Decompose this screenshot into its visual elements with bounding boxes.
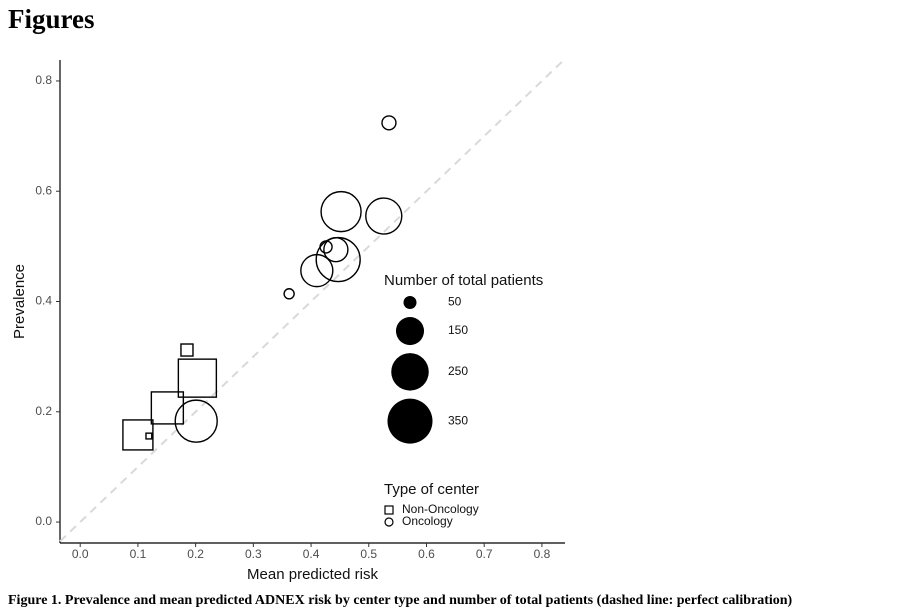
point: [300, 253, 334, 288]
size-legend-label: 150: [448, 323, 468, 337]
size-legend-title: Number of total patients: [384, 272, 543, 289]
reference-line: [59, 59, 565, 543]
shape-legend-title: Type of center: [384, 481, 479, 498]
y-tick-label: 0.6: [35, 183, 52, 197]
size-legend-label: 50: [448, 295, 462, 309]
size-legend-key: [387, 398, 433, 444]
x-tick-label: 0.7: [476, 547, 493, 561]
x-tick-label: 0.0: [72, 547, 89, 561]
figure-caption: Figure 1. Prevalence and mean predicted …: [8, 593, 793, 608]
x-tick-label: 0.2: [187, 547, 204, 561]
shape-legend-key: [384, 517, 394, 527]
shape-legend-label: Oncology: [402, 514, 453, 528]
series-group: [122, 343, 218, 451]
x-tick-label: 0.8: [534, 547, 551, 561]
y-tick-label: 0.0: [35, 514, 52, 528]
shape-legend-label: Non-Oncology: [402, 502, 479, 516]
point: [150, 391, 185, 425]
shape-legend-key: [384, 505, 394, 515]
size-legend-label: 350: [448, 413, 468, 427]
point: [122, 419, 154, 451]
y-tick-label: 0.8: [35, 73, 52, 87]
point: [320, 190, 362, 233]
x-tick-label: 0.3: [245, 547, 262, 561]
page-title: Figures: [8, 4, 95, 34]
y-tick-label: 0.2: [35, 404, 52, 418]
chart: 0.0 0.1 0.2 0.3 0.4 0.5 0.6 0.7 0.8 0.0 0.2 0.4 0.6 0…: [11, 59, 565, 583]
size-legend-key: [395, 317, 425, 346]
point: [180, 343, 194, 357]
x-axis-title: Mean predicted risk: [247, 566, 378, 583]
y-axis-title: Prevalence: [11, 264, 28, 339]
y-tick-label: 0.4: [35, 294, 52, 308]
point: [283, 288, 295, 300]
point: [365, 197, 403, 235]
point: [315, 236, 361, 283]
series-group: [174, 115, 403, 443]
size-legend-key: [403, 296, 417, 310]
point: [145, 432, 153, 440]
point: [177, 358, 218, 398]
x-tick-label: 0.1: [130, 547, 147, 561]
size-legend-label: 250: [448, 364, 468, 378]
x-tick-label: 0.6: [418, 547, 435, 561]
point: [174, 399, 218, 443]
x-tick-label: 0.5: [360, 547, 377, 561]
x-tick-label: 0.4: [303, 547, 320, 561]
point: [381, 115, 397, 131]
size-legend-key: [391, 353, 429, 391]
